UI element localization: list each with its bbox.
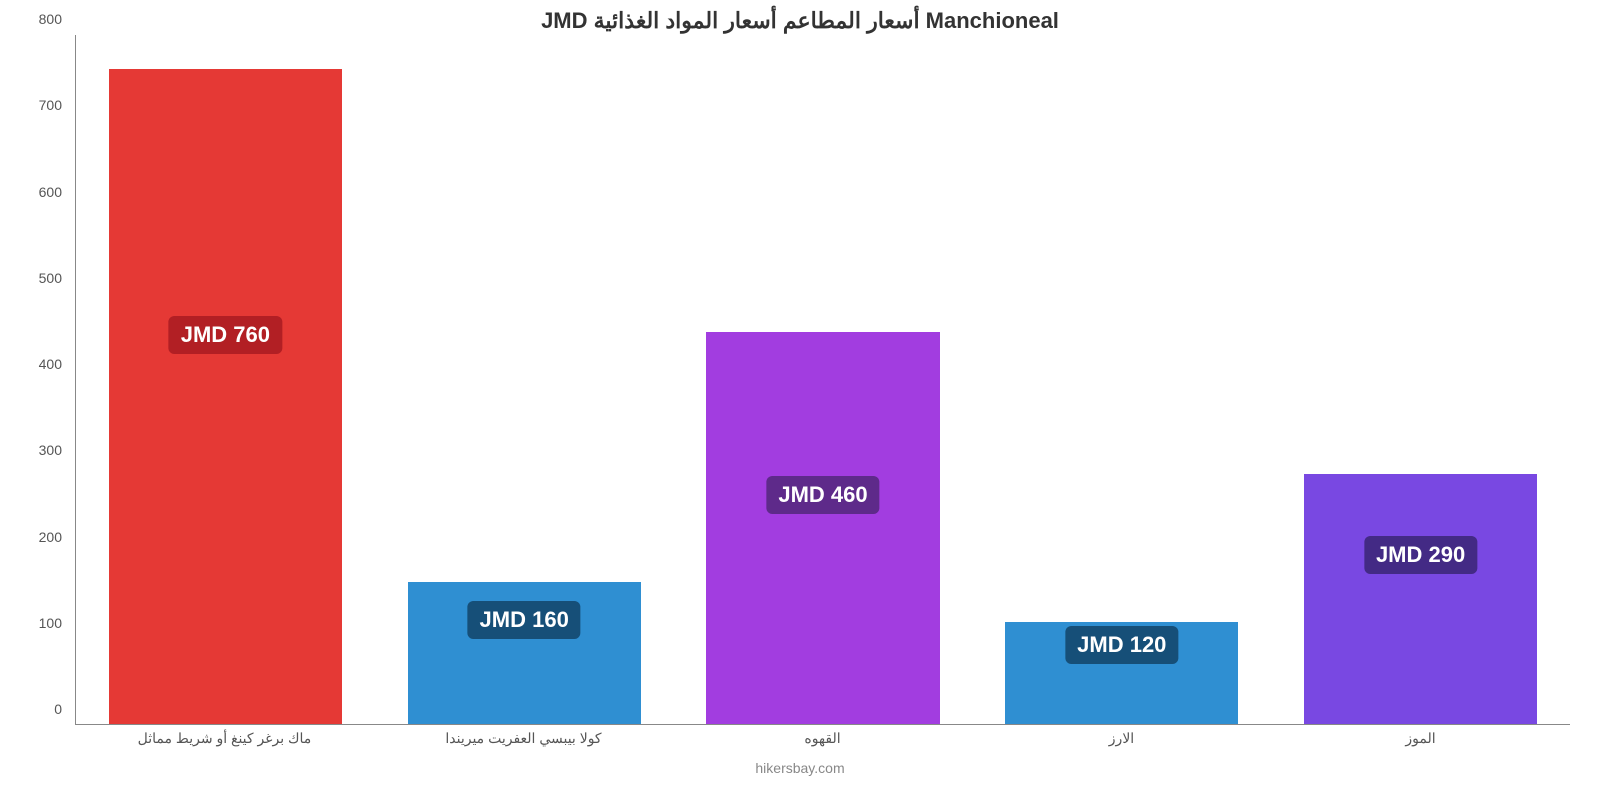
bar-slot: JMD 120 bbox=[972, 35, 1271, 724]
x-axis-label: الارز bbox=[972, 730, 1271, 747]
bars-container: JMD 760 JMD 160 JMD 460 JMD 120 JMD 290 bbox=[76, 35, 1570, 724]
chart-title: Manchioneal أسعار المطاعم أسعار المواد ا… bbox=[0, 0, 1600, 34]
x-axis-label: الموز bbox=[1271, 730, 1570, 747]
chart-area: JMD 760 JMD 160 JMD 460 JMD 120 JMD 290 bbox=[75, 35, 1570, 725]
y-tick: 800 bbox=[39, 11, 62, 27]
bar-slot: JMD 160 bbox=[375, 35, 674, 724]
bar bbox=[1304, 474, 1537, 724]
x-axis-labels: ماك برغر كينغ أو شريط مماثلكولا بيبسي ال… bbox=[75, 730, 1570, 747]
y-axis: 0100200300400500600700800 bbox=[0, 35, 70, 725]
x-axis-label: ماك برغر كينغ أو شريط مماثل bbox=[75, 730, 374, 747]
bar-slot: JMD 460 bbox=[674, 35, 973, 724]
y-tick: 700 bbox=[39, 97, 62, 113]
y-tick: 600 bbox=[39, 184, 62, 200]
bar bbox=[109, 69, 342, 725]
y-tick: 200 bbox=[39, 529, 62, 545]
bar-value-label: JMD 290 bbox=[1364, 536, 1477, 574]
bar-value-label: JMD 460 bbox=[766, 476, 879, 514]
x-axis-label: كولا بيبسي العفريت ميريندا bbox=[374, 730, 673, 747]
plot-region: JMD 760 JMD 160 JMD 460 JMD 120 JMD 290 bbox=[75, 35, 1570, 725]
y-tick: 0 bbox=[54, 701, 62, 717]
x-axis-label: القهوه bbox=[673, 730, 972, 747]
y-tick: 300 bbox=[39, 442, 62, 458]
bar-value-label: JMD 160 bbox=[468, 601, 581, 639]
bar-slot: JMD 290 bbox=[1271, 35, 1570, 724]
y-tick: 100 bbox=[39, 615, 62, 631]
bar-slot: JMD 760 bbox=[76, 35, 375, 724]
bar-value-label: JMD 760 bbox=[169, 316, 282, 354]
y-tick: 400 bbox=[39, 356, 62, 372]
bar bbox=[706, 332, 939, 724]
bar-value-label: JMD 120 bbox=[1065, 626, 1178, 664]
chart-footer: hikersbay.com bbox=[0, 760, 1600, 776]
y-tick: 500 bbox=[39, 270, 62, 286]
